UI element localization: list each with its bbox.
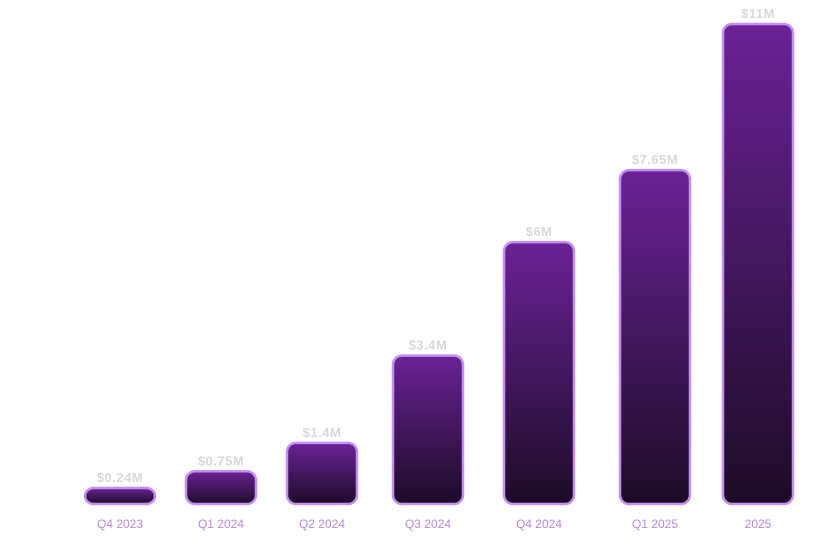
- value-label: $11M: [741, 6, 775, 21]
- value-labels-group: $0.24M $0.75M $1.4M $3.4M $6M $7.65M $11M: [97, 6, 775, 485]
- bar-q4-2023: [83, 486, 157, 506]
- category-label: Q3 2024: [405, 517, 451, 531]
- bar-q1-2025: [618, 168, 692, 506]
- category-label: Q1 2025: [632, 517, 678, 531]
- value-label: $3.4M: [409, 338, 448, 353]
- category-label: Q4 2023: [97, 517, 143, 531]
- category-label: Q1 2024: [198, 517, 244, 531]
- value-label: $0.75M: [198, 453, 244, 468]
- value-label: $0.24M: [97, 470, 143, 485]
- category-label: Q2 2024: [299, 517, 345, 531]
- bar-q2-2024: [285, 441, 359, 506]
- value-label: $1.4M: [303, 425, 342, 440]
- category-label: Q4 2024: [516, 517, 562, 531]
- category-label: 2025: [745, 517, 772, 531]
- bar-q4-2024: [502, 240, 576, 506]
- category-labels-group: Q4 2023 Q1 2024 Q2 2024 Q3 2024 Q4 2024 Q1 20…: [97, 517, 772, 531]
- bar-2025: [721, 22, 795, 506]
- bar-q1-2024: [184, 470, 258, 506]
- value-label: $6M: [526, 224, 553, 239]
- value-label: $7.65M: [632, 152, 678, 167]
- bar-q3-2024: [391, 354, 465, 506]
- bars-group: [83, 22, 795, 506]
